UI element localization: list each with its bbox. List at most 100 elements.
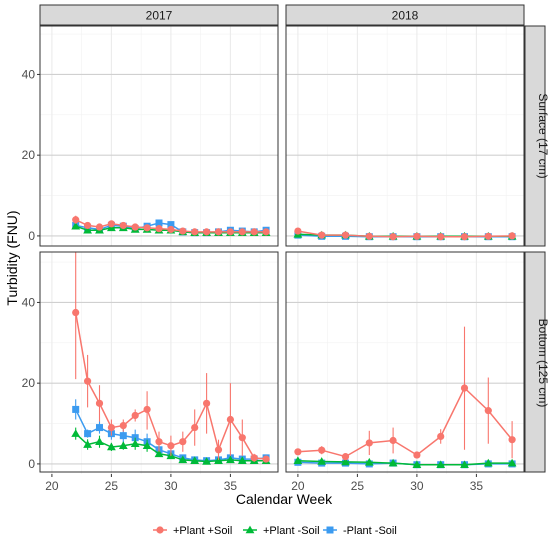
legend-item-plantsoil: -Plant -Soil [323,525,397,537]
legend-key-marker [156,526,164,534]
legend-label: +Plant -Soil [263,525,320,537]
series-line-plantsoil [297,459,513,466]
data-point-plantsoil [155,225,163,233]
data-point-plantsoil [191,228,199,236]
panel-1-0 [285,25,525,247]
row-strip [524,251,546,473]
data-point-plantsoil [437,432,445,441]
data-point-plantsoil [365,439,373,447]
data-point-plantsoil [294,448,302,456]
data-point-plantsoil [250,454,258,462]
data-point-plantsoil [262,455,270,463]
data-point-plantsoil [483,458,493,467]
series-line-plantsoil [297,386,513,458]
data-point-plantsoil [142,441,152,450]
data-point-plantsoil [107,220,115,228]
column-strip [285,4,525,26]
y-tick-label: 40 [22,295,36,309]
data-point-plantsoil [318,231,326,239]
data-point-plantsoil [341,457,350,466]
data-point-plantsoil [107,442,116,451]
row-strip-label: Surface (17 cm) [536,93,550,178]
legend-item-plantsoil: +Plant +Soil [153,525,232,537]
data-point-plantsoil [413,451,421,459]
data-point-plantsoil [107,423,115,432]
data-point-plantsoil [131,411,139,420]
data-point-plantsoil [460,384,469,392]
column-strip-label: 2017 [146,9,173,23]
data-point-plantsoil [250,228,258,236]
data-point-plantsoil [364,457,374,466]
data-point-plantsoil [71,221,81,230]
column-strip-label: 2018 [392,9,419,23]
y-tick-label: 0 [28,229,35,243]
data-point-plantsoil [203,228,211,236]
data-point-plantsoil [484,407,492,415]
data-point-plantsoil [96,424,103,432]
y-tick-label: 0 [28,457,35,471]
panel-background [286,252,524,472]
data-point-plantsoil [508,436,516,444]
data-point-plantsoil [72,405,80,413]
data-point-plantsoil [317,457,327,465]
panel-background [286,26,524,246]
data-point-plantsoil [72,216,80,224]
data-point-plantsoil [226,228,234,236]
data-point-plantsoil [119,421,127,430]
data-point-plantsoil [191,423,199,432]
data-point-plantsoil [95,399,104,407]
data-point-plantsoil [293,456,303,464]
panel-border [39,251,279,473]
data-point-plantsoil [341,453,350,461]
x-tick-label: 20 [291,479,305,493]
data-point-plantsoil [437,233,445,241]
data-point-plantsoil [460,233,469,241]
x-tick-label: 30 [164,479,178,493]
data-point-plantsoil [155,219,163,227]
panels-layer [39,25,525,474]
legend-label: -Plant -Soil [343,525,397,537]
panel-data [293,227,517,241]
panel-1-1 [285,251,525,474]
legend-label: +Plant +Soil [173,525,232,537]
data-point-plantsoil [389,436,397,445]
panel-border [39,25,279,247]
data-point-plantsoil [365,232,373,240]
data-point-plantsoil [214,228,223,236]
data-point-plantsoil [179,227,187,235]
legend-key-marker [326,526,334,534]
data-point-plantsoil [130,439,140,448]
data-point-plantsoil [119,221,127,230]
data-point-plantsoil [83,440,92,448]
row-strip-label: Bottom (125 cm) [536,319,550,408]
data-point-plantsoil [237,456,247,464]
data-point-plantsoil [119,432,127,440]
y-tick-label: 20 [22,148,36,162]
data-point-plantsoil [507,458,517,467]
data-point-plantsoil [389,233,397,241]
x-tick-label: 25 [351,479,365,493]
data-point-plantsoil [167,221,175,229]
data-point-plantsoil [84,430,92,438]
panel-data [71,252,271,465]
data-point-plantsoil [167,442,175,450]
data-point-plantsoil [131,223,139,231]
facet-strips: 2017 2018 Surface (17 cm) Bottom (125 cm) [39,4,550,473]
data-point-plantsoil [84,377,92,385]
data-point-plantsoil [460,460,469,469]
data-point-plantsoil [190,456,200,464]
panel-background [40,26,278,246]
data-point-plantsoil [413,232,421,240]
panel-0-1 [39,251,279,474]
panel-border [285,25,525,247]
legend-item-plantsoil: +Plant -Soil [243,525,320,537]
data-point-plantsoil [154,449,164,458]
legend: +Plant +Soil +Plant -Soil -Plant -Soil [153,525,397,537]
data-point-plantsoil [226,455,235,464]
data-point-plantsoil [238,434,246,442]
axis-ticks: 0 20 40 0 20 40 20 25 30 35 20 25 30 35 [22,67,484,493]
data-point-plantsoil [95,437,104,446]
column-strip [39,4,279,26]
panel-data [293,326,517,469]
x-tick-label: 35 [470,479,484,493]
